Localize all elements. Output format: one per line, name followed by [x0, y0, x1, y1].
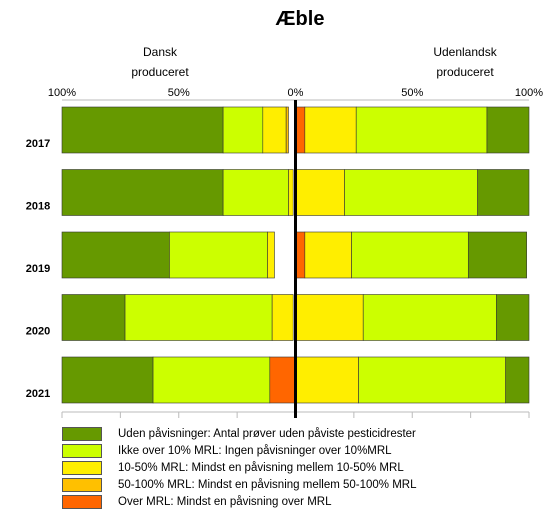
category-label: 2017 — [26, 138, 50, 150]
bar-segment — [477, 169, 530, 216]
bar-segment — [288, 169, 294, 216]
legend-swatch — [62, 426, 102, 441]
bar-segment — [152, 356, 271, 404]
legend-swatch — [62, 494, 102, 509]
legend-label: Uden påvisninger: Antal prøver uden påvi… — [118, 427, 416, 440]
x-tick-label: 0% — [288, 87, 304, 99]
bar-segment — [351, 231, 469, 279]
x-tick-label: 50% — [168, 87, 190, 99]
bar-segment — [295, 356, 359, 404]
legend-item: 10-50% MRL: Mindst en påvisning mellem 1… — [62, 459, 417, 476]
bar-segment — [271, 294, 294, 341]
legend-swatch — [62, 443, 102, 458]
legend-item: 50-100% MRL: Mindst en påvisning mellem … — [62, 476, 417, 493]
legend-label: Ikke over 10% MRL: Ingen påvisninger ove… — [118, 444, 392, 457]
bar-segment — [124, 294, 273, 341]
bar-segment — [304, 231, 352, 279]
bar-segment — [61, 356, 154, 404]
x-tick-label: 100% — [48, 87, 76, 99]
bar-segment — [269, 356, 296, 404]
bar-segment — [61, 169, 224, 216]
bar-segment — [285, 106, 289, 154]
bar-segment — [295, 294, 364, 341]
bar-segment — [222, 106, 264, 154]
left-axis-label-dansk: Dansk produceret — [131, 45, 189, 79]
legend-item: Ikke over 10% MRL: Ingen påvisninger ove… — [62, 442, 417, 459]
legend-label: 50-100% MRL: Mindst en påvisning mellem … — [118, 478, 417, 491]
bar-segment — [61, 231, 170, 279]
bar-segment — [61, 106, 224, 154]
category-label: 2020 — [26, 326, 50, 338]
bar-segment — [505, 356, 530, 404]
bar-segment — [262, 106, 287, 154]
legend-item: Uden påvisninger: Antal prøver uden påvi… — [62, 425, 417, 442]
category-label: 2021 — [26, 388, 50, 400]
legend-label: Over MRL: Mindst en påvisning over MRL — [118, 495, 332, 508]
category-label: 2018 — [26, 201, 50, 213]
legend-swatch — [62, 460, 102, 475]
bar-segment — [355, 106, 488, 154]
bar-segment — [344, 169, 478, 216]
bar-segment — [496, 294, 530, 341]
bar-segment — [358, 356, 506, 404]
chart-title: Æble — [275, 8, 325, 30]
bar-segment — [486, 106, 530, 154]
bar-segment — [61, 294, 126, 341]
bar-segment — [222, 169, 289, 216]
legend-item: Over MRL: Mindst en påvisning over MRL — [62, 493, 417, 510]
bar-segment — [267, 231, 275, 279]
x-tick-label: 100% — [515, 87, 543, 99]
legend-label: 10-50% MRL: Mindst en påvisning mellem 1… — [118, 461, 404, 474]
bar-segment — [362, 294, 497, 341]
bar-segment — [169, 231, 268, 279]
bar-segment — [467, 231, 527, 279]
chart-legend: Uden påvisninger: Antal prøver uden påvi… — [62, 425, 417, 510]
x-tick-label: 50% — [401, 87, 423, 99]
legend-swatch — [62, 477, 102, 492]
bar-segment — [304, 106, 357, 154]
category-label: 2019 — [26, 263, 50, 275]
right-axis-label-udenlandsk: Udenlandsk produceret — [433, 45, 497, 79]
bar-segment — [295, 169, 345, 216]
